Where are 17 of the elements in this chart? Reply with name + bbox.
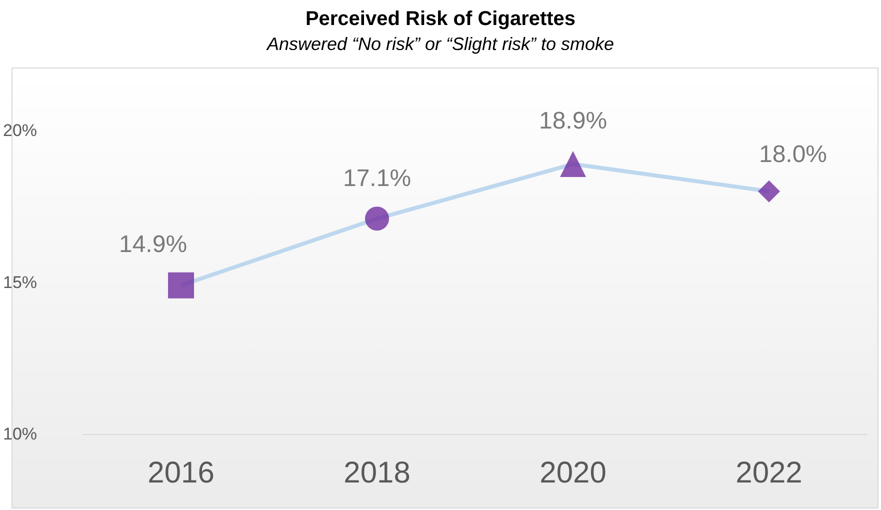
chart-subtitle: Answered “No risk” or “Slight risk” to smoke [266, 34, 614, 54]
data-label: 14.9% [118, 230, 188, 258]
point [168, 272, 194, 298]
data-label: 18.0% [758, 140, 828, 168]
point [365, 206, 390, 231]
x-tick-label: 2020 [540, 456, 606, 490]
x-tick-label: 2022 [736, 456, 802, 490]
y-tick-label: 20% [2, 121, 38, 140]
y-tick-label: 10% [2, 424, 38, 444]
x-tick-label: 2018 [344, 456, 410, 490]
chart-title: Perceived Risk of Cigarettes [305, 8, 576, 30]
data-label: 17.1% [342, 165, 412, 192]
y-tick-label: 15% [2, 272, 38, 292]
point [758, 180, 780, 202]
point [560, 151, 586, 178]
data-label: 18.9% [538, 108, 608, 135]
x-tick-label: 2016 [148, 456, 214, 490]
